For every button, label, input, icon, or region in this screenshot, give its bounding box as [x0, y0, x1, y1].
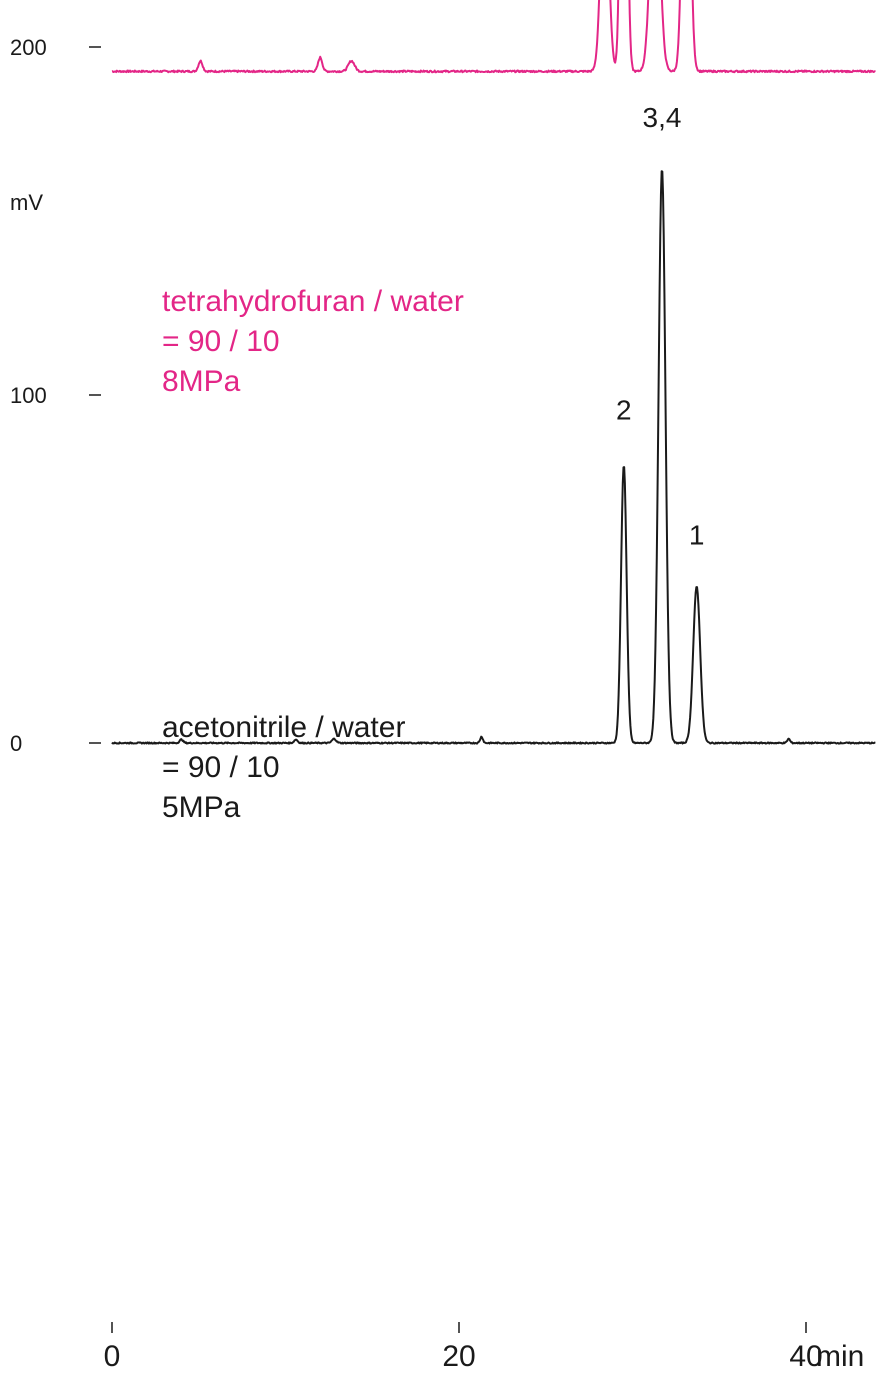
condition-label: 8MPa: [162, 365, 241, 398]
condition-label: acetonitrile / water: [162, 711, 405, 744]
condition-label: = 90 / 10: [162, 325, 280, 358]
labels-layer: mV010020030002040mintetrahydrofuran / wa…: [10, 35, 864, 1373]
y-tick-label: 200: [10, 35, 47, 60]
y-tick-label: 0: [10, 731, 22, 756]
y-unit-label: mV: [10, 190, 43, 215]
series-line: [111, 170, 876, 745]
y-tick-label: 100: [10, 383, 47, 408]
axes-layer: [89, 46, 807, 1333]
x-tick-label: 40: [789, 1340, 822, 1373]
x-unit-label: min: [816, 1340, 864, 1373]
condition-label: = 90 / 10: [162, 751, 280, 784]
series-line: [111, 0, 876, 74]
traces-layer: [111, 0, 876, 745]
x-tick-label: 0: [104, 1340, 121, 1373]
condition-label: 5MPa: [162, 791, 241, 824]
x-tick-label: 20: [442, 1340, 475, 1373]
peak-label: 1: [689, 520, 705, 551]
peak-label: 2: [616, 394, 632, 425]
condition-label: tetrahydrofuran / water: [162, 285, 464, 318]
peak-label: 3,4: [643, 102, 682, 133]
